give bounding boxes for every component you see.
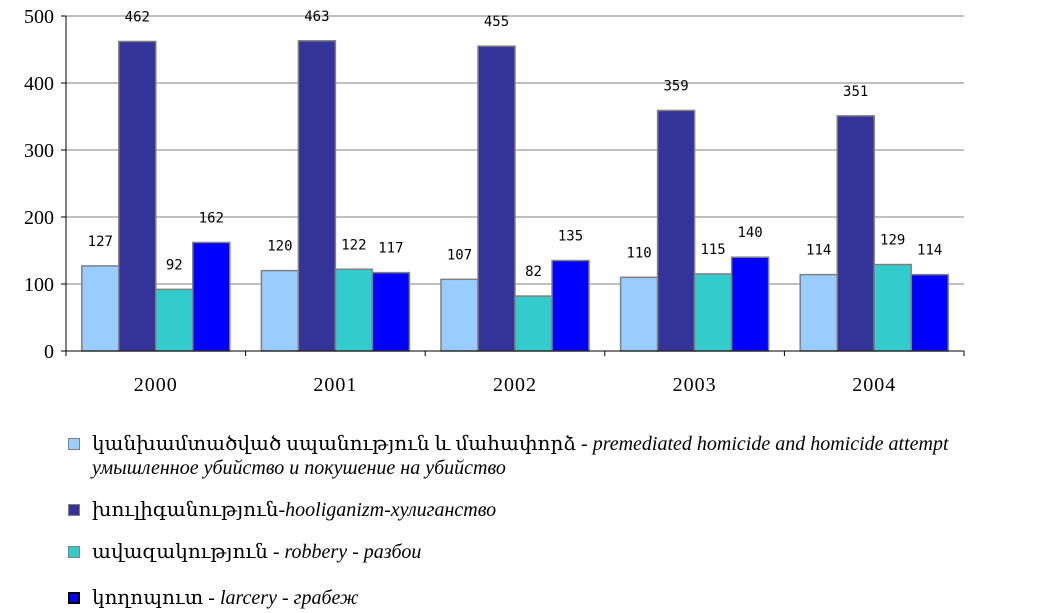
bar: [297, 40, 337, 352]
legend-swatch-larceny: [68, 592, 80, 604]
legend-item-homicide: կանխամտածված սպանություն և մահափորձ - pr…: [68, 432, 949, 480]
y-tick-label: 0: [44, 341, 54, 363]
bar: [477, 45, 516, 352]
x-tick-label: 2002: [493, 374, 537, 396]
legend-item-larceny: կողոպուտ - larcery - грабеж: [68, 586, 358, 610]
data-label: 114: [917, 243, 942, 259]
legend-item-hooliganism: խուլիգանություն-hooliganizm-хулиганство: [68, 498, 496, 522]
data-labels: 127 120 107 110 114 462 463 455 359 351 92 122 82 115…: [88, 9, 943, 280]
data-label: 462: [125, 9, 150, 25]
y-tick-label: 100: [24, 274, 54, 296]
bar: [730, 256, 770, 352]
bar: [910, 273, 949, 352]
data-label: 114: [806, 243, 831, 259]
y-tick-label: 200: [24, 207, 54, 229]
bar: [192, 241, 231, 352]
data-label: 140: [737, 225, 762, 241]
y-tick-label: 500: [24, 6, 54, 28]
data-label: 82: [525, 264, 542, 280]
bar: [155, 288, 194, 352]
y-tick-label: 300: [24, 140, 54, 162]
data-label: 92: [166, 257, 183, 273]
bar: [619, 276, 659, 352]
legend: կանխամտածված սպանություն և մահափորձ - pr…: [0, 420, 1041, 613]
bar: [551, 259, 590, 352]
data-label: 120: [267, 239, 292, 255]
bar: [371, 271, 411, 352]
legend-swatch-hooliganism: [68, 504, 80, 516]
y-tick-label: 400: [24, 73, 54, 95]
legend-label-hooliganism: խուլիգանություն-hooliganizm-хулиганство: [92, 499, 497, 521]
legend-label-homicide: կանխամտածված սպանություն և մահափորձ - pr…: [92, 433, 949, 479]
data-label: 463: [304, 9, 329, 25]
data-label: 162: [199, 210, 224, 226]
data-label: 127: [88, 234, 113, 250]
data-label: 115: [700, 242, 725, 258]
bar: [260, 269, 300, 352]
data-label: 455: [484, 14, 509, 30]
y-axis: 0 100 200 300 400 500: [24, 6, 67, 363]
legend-item-robbery: ավազակություն - robbery - разбои: [68, 540, 421, 564]
data-label: 107: [447, 247, 472, 263]
bar: [799, 273, 838, 352]
data-label: 351: [843, 84, 868, 100]
data-label: 117: [378, 241, 403, 257]
x-tick-label: 2004: [852, 374, 896, 396]
bar: [656, 109, 696, 352]
legend-label-robbery: ավազակություն - robbery - разбои: [92, 541, 422, 563]
bar: [81, 265, 120, 352]
bar: [118, 40, 157, 352]
data-label: 359: [663, 78, 688, 94]
data-label: 110: [626, 245, 651, 261]
data-label: 122: [341, 237, 366, 253]
data-label: 129: [880, 233, 905, 249]
data-label: 135: [558, 229, 583, 245]
legend-swatch-robbery: [68, 546, 80, 558]
x-axis: 2000 2001 2002 2003 2004: [65, 350, 965, 396]
x-tick-label: 2000: [134, 374, 178, 396]
legend-label-larceny: կողոպուտ - larcery - грабеж: [92, 587, 359, 609]
bar: [836, 115, 875, 352]
bar-chart: 0 100 200 300 400 500 127 120 107 110 114 462 463 45…: [24, 6, 965, 396]
bar: [440, 278, 479, 352]
bar: [334, 268, 374, 352]
x-tick-label: 2003: [673, 374, 717, 396]
bars: [81, 40, 949, 352]
legend-swatch-homicide: [68, 438, 80, 450]
bar: [873, 263, 912, 352]
x-tick-label: 2001: [313, 374, 357, 396]
bar: [693, 273, 733, 352]
bar: [514, 295, 553, 352]
